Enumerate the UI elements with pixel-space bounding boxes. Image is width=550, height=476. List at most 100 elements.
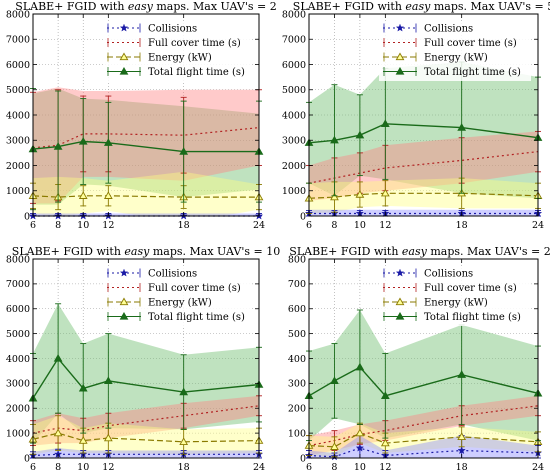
y-tick-label: 5000	[6, 85, 30, 96]
series-line	[32, 453, 259, 457]
x-tick-label: 18	[456, 220, 468, 231]
title-emphasis: easy	[402, 245, 428, 258]
chart-panel-2: 0 1000 2000 3000 4000 5000 6000 7000 8000 6 8 10 12 1…	[282, 0, 550, 231]
title-suffix: maps. Max UAV's = 10	[149, 245, 280, 258]
x-tick-label: 18	[178, 462, 190, 473]
band-collisions	[33, 448, 259, 458]
legend: Collisions Full cover time (s) Energy (kW)…	[379, 266, 531, 326]
legend-label: Collisions	[424, 269, 473, 280]
legend: Collisions Full cover time (s) Energy (kW)…	[103, 21, 252, 81]
chart-panel-4: 0 100 200 300 400 500 600 700 800 6 8 10 12 18 24 SLABE…	[288, 245, 550, 473]
data-point	[330, 442, 339, 450]
y-tick-label: 0	[300, 211, 306, 222]
x-tick-label: 24	[253, 462, 265, 473]
x-tick-label: 6	[306, 220, 312, 231]
data-point	[355, 428, 365, 437]
series-line	[32, 140, 259, 153]
data-point	[330, 376, 339, 385]
legend-swatch-marker	[119, 23, 129, 32]
chart-title: SLABE+ FGID with easy maps. Max UAV's = …	[15, 0, 276, 13]
data-point	[355, 362, 365, 371]
legend-label: Total flight time (s)	[424, 312, 521, 323]
band-collisions	[309, 209, 538, 216]
chart-panel-3: 0 1000 2000 3000 4000 5000 6000 7000 8000 6 8 10 12 1…	[6, 245, 280, 473]
legend: Collisions Full cover time (s) Energy (kW)…	[379, 21, 531, 81]
x-tick-label: 10	[77, 220, 89, 231]
band-total-flight-time-s-	[309, 62, 538, 199]
legend-swatch-marker	[119, 297, 129, 306]
y-tick-label: 1000	[6, 186, 30, 197]
y-tick-label: 400	[288, 354, 306, 365]
band-full-cover-time-s-	[309, 395, 538, 456]
series-line	[32, 195, 259, 198]
legend-swatch-marker	[119, 66, 129, 75]
y-tick-label: 6000	[6, 60, 30, 71]
data-point	[78, 383, 88, 392]
y-tick-label: 2000	[6, 404, 30, 415]
data-point	[380, 119, 390, 127]
series-line	[32, 127, 260, 149]
y-tick-label: 800	[288, 254, 306, 265]
x-tick-label: 12	[379, 462, 391, 473]
chart-panel-1: 0 1000 2000 3000 4000 5000 6000 7000 8000 6 8 10 12 1…	[6, 0, 277, 231]
band-full-cover-time-s-	[33, 395, 259, 446]
variance-bands	[309, 62, 538, 216]
series-line	[308, 405, 539, 447]
band-energy-kw-	[33, 171, 259, 216]
band-energy-kw-	[309, 178, 538, 214]
legend-swatch-marker	[395, 297, 405, 306]
y-tick-label: 7000	[6, 279, 30, 290]
data-point	[103, 138, 113, 146]
title-suffix: maps. Max UAV's = 5	[430, 0, 550, 13]
title-emphasis: easy	[128, 0, 154, 13]
data-point	[53, 428, 63, 437]
y-tick-label: 8000	[6, 9, 30, 20]
variance-bands	[33, 87, 259, 216]
series-line	[308, 123, 539, 144]
band-total-flight-time-s-	[309, 310, 538, 441]
x-tick-label: 10	[354, 462, 366, 473]
y-tick-label: 200	[288, 404, 306, 415]
y-tick-label: 0	[300, 453, 306, 464]
y-tick-label: 300	[288, 379, 306, 390]
legend-label: Energy (kW)	[148, 298, 212, 309]
legend-label: Collisions	[148, 269, 197, 280]
data-point	[103, 433, 113, 442]
x-tick-label: 8	[55, 462, 61, 473]
legend-swatch-marker	[395, 52, 405, 61]
band-collisions	[33, 213, 259, 216]
y-tick-label: 700	[288, 279, 306, 290]
band-energy-kw-	[33, 415, 259, 455]
data-point	[457, 432, 467, 441]
x-tick-label: 8	[331, 462, 337, 473]
legend-swatch-marker	[395, 311, 405, 320]
y-tick-label: 8000	[282, 9, 306, 20]
variance-bands	[33, 303, 259, 458]
y-tick-label: 8000	[6, 254, 30, 265]
legend-label: Full cover time (s)	[148, 38, 241, 49]
x-tick-label: 12	[102, 220, 114, 231]
legend-swatch-marker	[395, 268, 405, 277]
data-point	[380, 391, 390, 399]
x-tick-label: 6	[30, 220, 36, 231]
series-line	[308, 447, 539, 458]
y-tick-label: 4000	[6, 354, 30, 365]
series-line	[32, 357, 260, 399]
title-prefix: SLABE+ FGID with	[293, 0, 406, 13]
data-point	[355, 130, 365, 139]
title-prefix: SLABE+ FGID with	[12, 245, 125, 258]
legend-label: Full cover time (s)	[424, 38, 517, 49]
x-tick-label: 6	[30, 462, 36, 473]
y-tick-label: 5000	[282, 85, 306, 96]
data-point	[457, 123, 467, 131]
chart-title: SLABE+ FGID with easy maps. Max UAV's = …	[293, 0, 550, 13]
x-tick-label: 18	[178, 220, 190, 231]
y-tick-label: 2000	[282, 161, 306, 172]
data-point	[457, 446, 466, 455]
legend-swatch-marker	[119, 52, 129, 61]
legend-label: Collisions	[148, 24, 197, 35]
title-suffix: maps. Max UAV's = 20	[427, 245, 550, 258]
x-tick-label: 12	[379, 220, 391, 231]
series-line	[308, 432, 539, 448]
